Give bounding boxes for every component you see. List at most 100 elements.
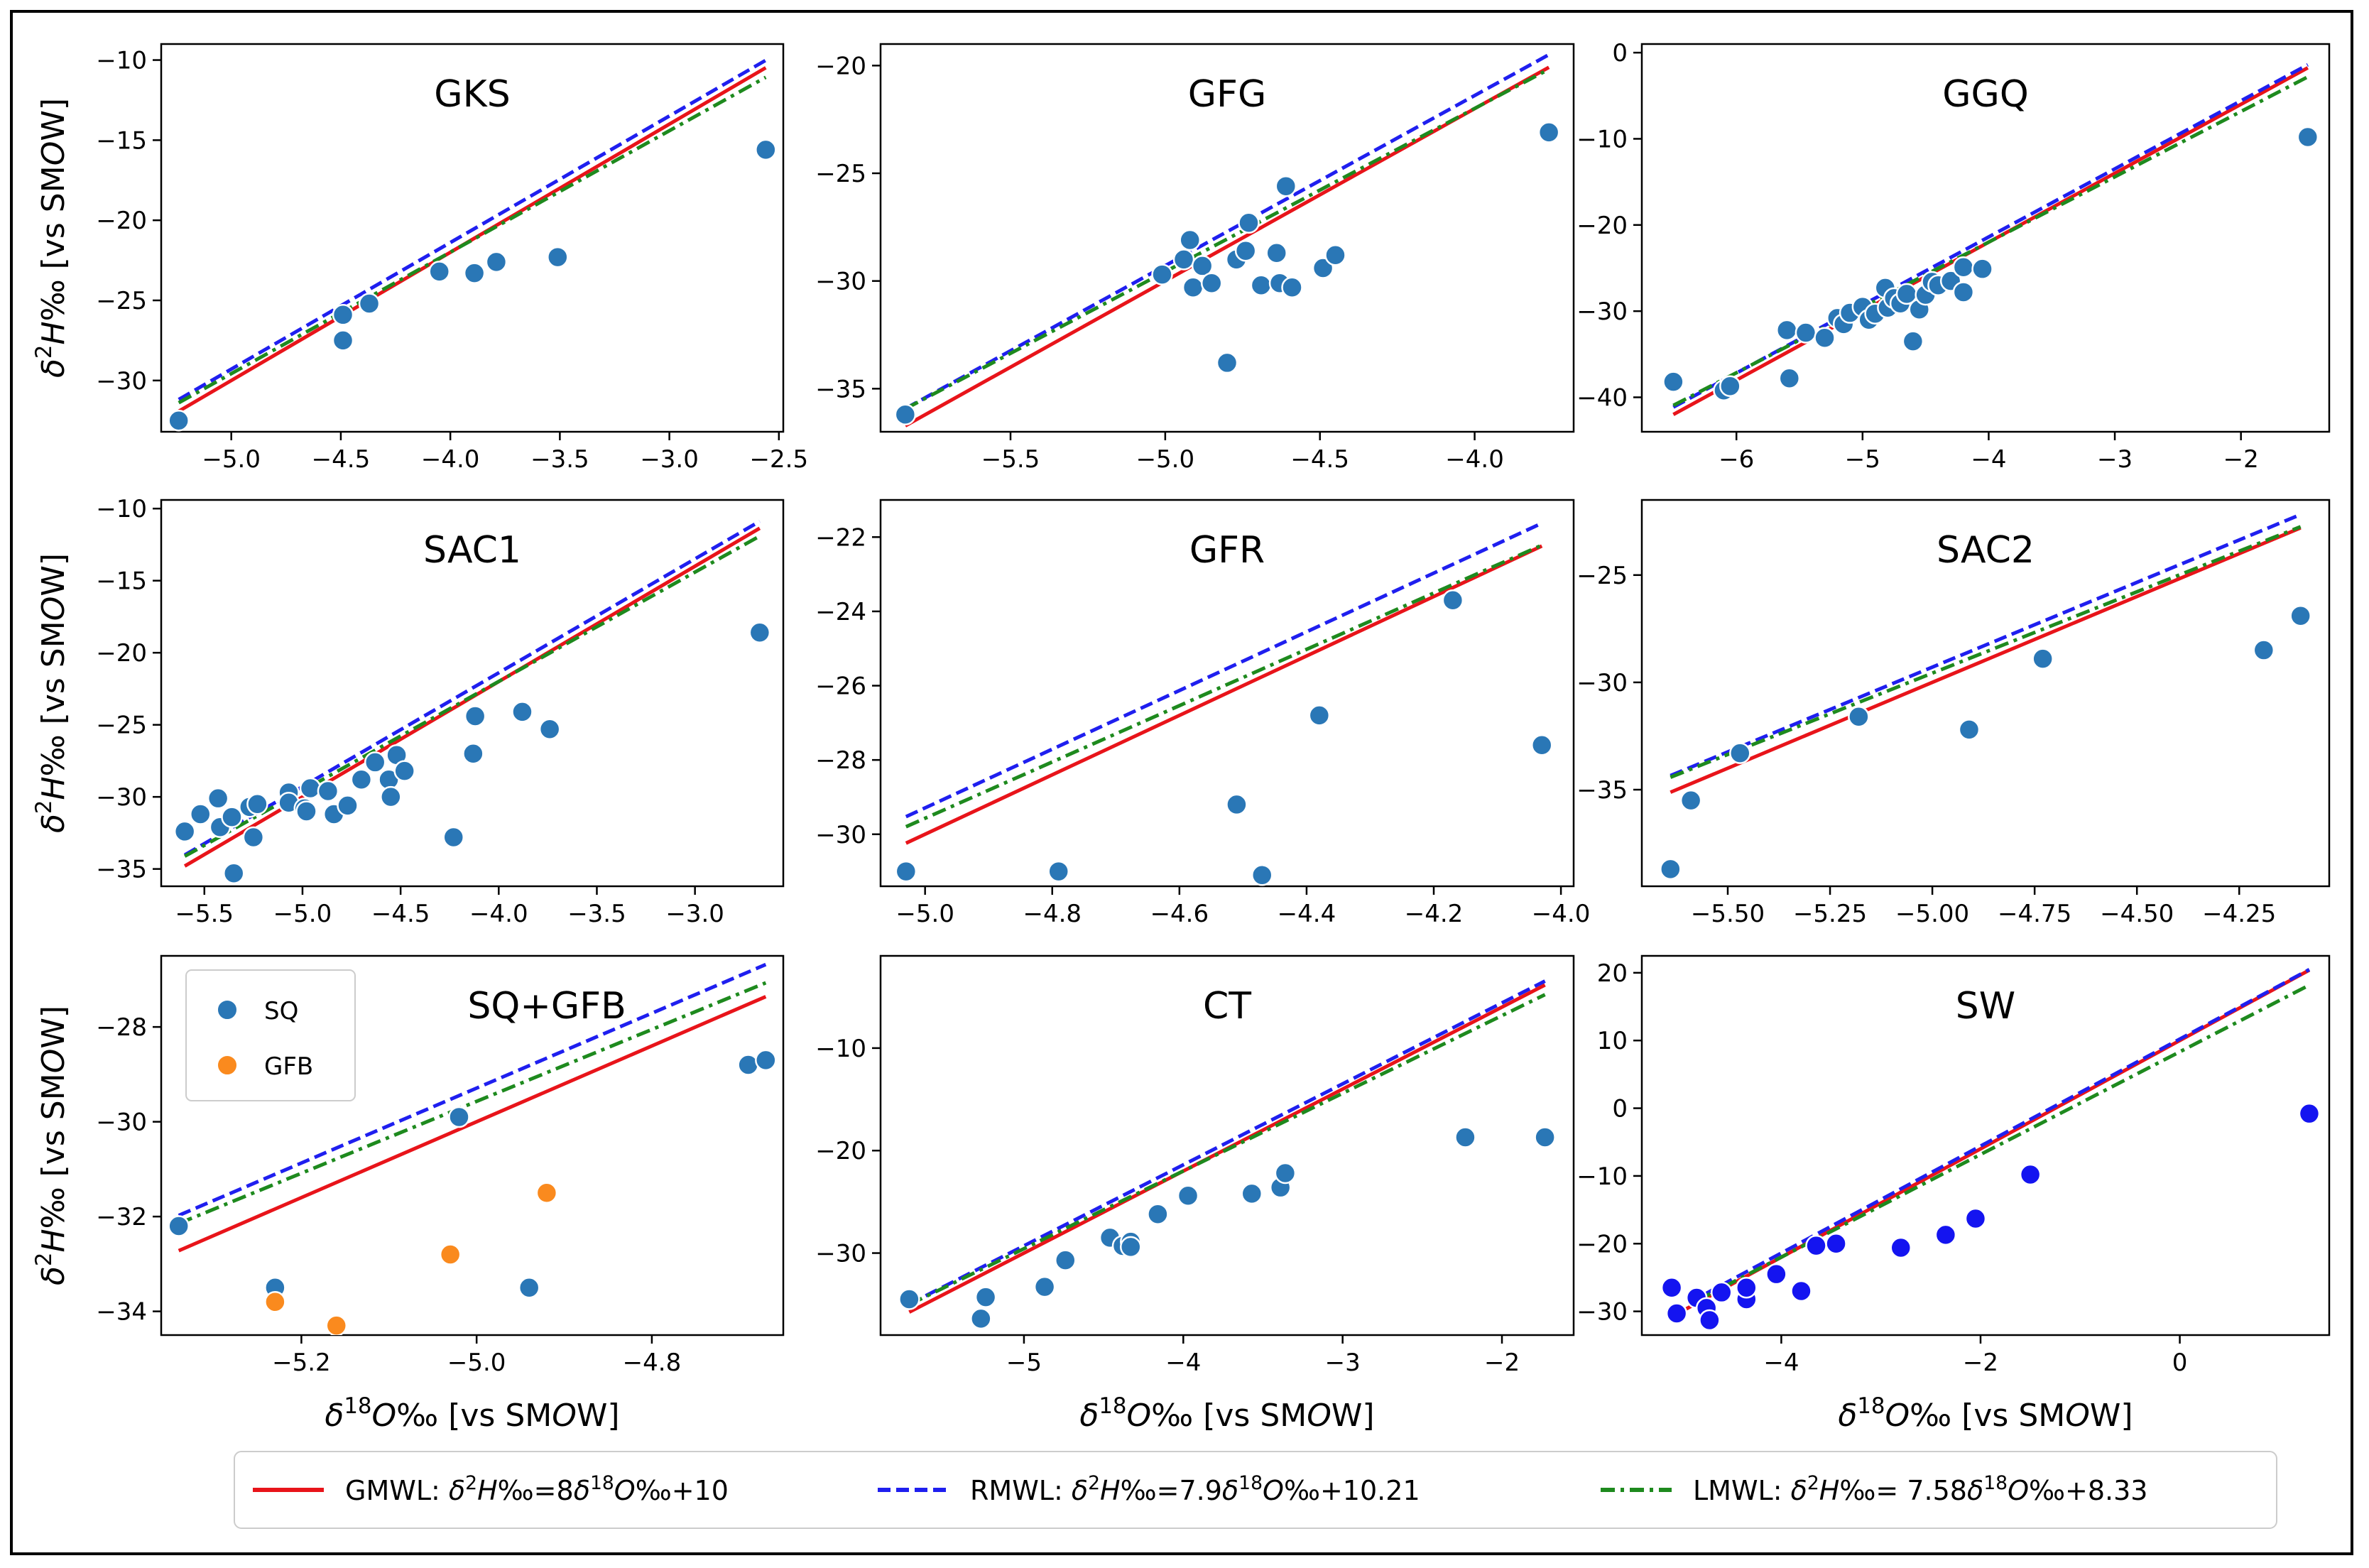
x-tick-label: −4.8 — [623, 1349, 682, 1377]
x-tick-label: −5.0 — [273, 900, 332, 928]
sq-point — [221, 806, 243, 828]
sq-point — [1719, 375, 1741, 397]
sq-point — [1151, 263, 1173, 285]
sq-point — [242, 826, 265, 849]
y-tick-label: −35 — [815, 375, 866, 403]
sw-point — [2019, 1163, 2042, 1186]
sq-point — [1952, 256, 1975, 278]
x-tick-label: −3.5 — [567, 900, 626, 928]
data-points — [173, 621, 771, 884]
x-tick-label: −4.0 — [1445, 445, 1504, 474]
sq-point — [1776, 319, 1798, 342]
x-tick-label: −5.0 — [447, 1349, 506, 1377]
sq-point — [1177, 1185, 1199, 1207]
x-tick-label: −4.5 — [312, 445, 371, 474]
sq-point — [1537, 121, 1560, 143]
x-tick-label: −5.00 — [1895, 900, 1969, 928]
sw-point — [1805, 1234, 1827, 1257]
x-axis-label: δ18O‰ [vs SMOW] — [325, 1393, 619, 1434]
sq-point — [974, 1286, 997, 1308]
x-tick-label: −4.75 — [1998, 900, 2071, 928]
sq-point — [350, 768, 373, 791]
y-tick-label: −25 — [96, 287, 147, 315]
sq-point — [1281, 276, 1303, 299]
legend-label-gfb: GFB — [264, 1052, 313, 1081]
sq-point — [1958, 719, 1981, 741]
sq-point — [207, 787, 229, 810]
panel-title: SQ+GFB — [467, 985, 626, 1028]
x-tick-label: −2 — [1963, 1349, 1998, 1377]
sq-point — [464, 705, 486, 727]
y-tick-label: −34 — [96, 1298, 147, 1327]
gmwl-line — [178, 66, 767, 413]
y-tick-label: −30 — [1576, 298, 1628, 326]
y-tick-label: −20 — [1576, 1230, 1628, 1258]
sw-point — [1890, 1236, 1912, 1259]
sw-point — [1665, 1302, 1688, 1324]
y-tick-label: −20 — [815, 52, 866, 80]
sq-point — [748, 621, 771, 643]
y-tick-label: −35 — [1576, 776, 1628, 805]
sq-point — [1179, 229, 1201, 251]
x-tick-label: −5 — [1845, 445, 1880, 474]
sq-point — [1795, 322, 1817, 344]
y-tick-label: −15 — [96, 126, 147, 155]
panel-sac2: −5.50 −5.25 −5.00 −4.75 −4.50 −4.25 −35 −30 −25 S… — [1576, 499, 2331, 928]
sq-point — [1454, 1126, 1476, 1148]
y-tick-label: −15 — [96, 567, 147, 596]
inset-legend-box — [185, 969, 356, 1101]
rmwl-legend-label: RMWL: δ2H‰=7.9δ18O‰+10.21 — [970, 1472, 1420, 1507]
x-tick-label: −2 — [2223, 445, 2259, 474]
data-points — [895, 589, 1553, 886]
y-tick-label: −22 — [815, 523, 866, 552]
x-tick-label: −4.0 — [1532, 900, 1591, 928]
x-tick-label: −3.0 — [640, 445, 699, 474]
y-tick-label: −30 — [815, 821, 866, 849]
sq-point — [463, 262, 486, 284]
x-tick-label: 0 — [2172, 1349, 2188, 1377]
lmwl-line — [1670, 525, 2302, 779]
rmwl-line — [1670, 513, 2302, 778]
y-tick-label: −10 — [815, 1035, 866, 1063]
data-points — [894, 121, 1560, 425]
lmwl-line — [178, 75, 767, 405]
lmwl-line — [904, 67, 1550, 410]
figure-legend-box — [234, 1451, 2277, 1529]
y-tick-label: −30 — [815, 1240, 866, 1268]
panel-ct: −5 −4 −3 −2 −30 −20 −10 CT δ18O‰ [vs SMOW] — [815, 954, 1575, 1434]
sq-point — [428, 261, 450, 283]
sq-point — [1442, 589, 1464, 611]
plot-area — [879, 954, 1575, 1336]
sq-point — [485, 251, 508, 273]
mwl-lines — [908, 979, 1546, 1314]
sq-point — [1033, 1275, 1056, 1298]
y-tick-label: −28 — [96, 1013, 147, 1042]
sq-point — [894, 403, 917, 425]
rmwl-line — [905, 521, 1543, 819]
sq-point — [511, 701, 533, 723]
lmwl-legend-label: LMWL: δ2H‰= 7.58δ18O‰+8.33 — [1693, 1472, 2147, 1507]
sw-point — [1765, 1263, 1787, 1285]
x-tick-label: −4.5 — [1290, 445, 1349, 474]
figure-legend: GMWL: δ2H‰=8δ18O‰+10 RMWL: δ2H‰=7.9δ18O‰+… — [234, 1451, 2277, 1529]
sq-point — [1308, 704, 1331, 726]
y-tick-label: 0 — [1612, 39, 1628, 67]
panel-gks: −5.0 −4.5 −4.0 −3.5 −3.0 −2.5 −30 −25 −20 −15 −10 G… — [31, 43, 808, 474]
x-tick-label: −6 — [1719, 445, 1754, 474]
sq-point — [1172, 249, 1195, 271]
panel-title: GGQ — [1942, 73, 2029, 116]
y-tick-label: −25 — [96, 712, 147, 740]
sw-point — [1710, 1281, 1733, 1304]
mwl-lines — [904, 53, 1550, 428]
sq-point — [190, 803, 212, 825]
y-tick-label: −24 — [815, 598, 866, 626]
lmwl-line — [1670, 983, 2311, 1315]
sq-point — [1662, 371, 1684, 393]
sw-point — [1825, 1233, 1847, 1255]
sq-point — [2289, 604, 2311, 627]
sq-point — [1778, 367, 1801, 390]
sq-point — [317, 780, 339, 802]
x-tick-label: −4.6 — [1150, 900, 1209, 928]
sq-point — [1147, 1203, 1169, 1225]
